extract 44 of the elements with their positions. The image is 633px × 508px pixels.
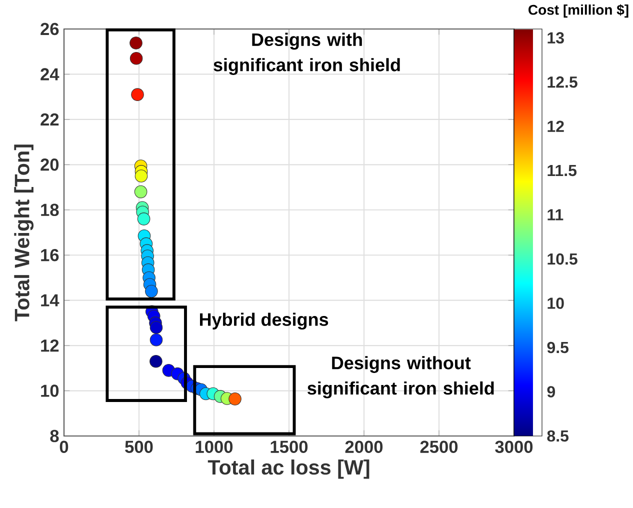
x-tick-label: 2000	[345, 440, 383, 453]
x-tick-label: 3000	[495, 440, 533, 453]
point	[131, 88, 144, 101]
y-tick-label: 26	[40, 22, 59, 36]
point	[134, 185, 148, 198]
color-bar-label: 12	[548, 120, 564, 132]
color-bar-label: 12.5	[548, 76, 578, 88]
color-bar-title: Cost [million $]	[528, 4, 628, 18]
y-axis-title: Total Weight [Ton]	[14, 144, 34, 322]
y-tick-label: 24	[40, 68, 60, 80]
y-tick-label: 10	[41, 384, 59, 397]
color-bar-label: 10.5	[548, 253, 578, 265]
point	[150, 321, 163, 334]
point	[228, 392, 242, 406]
point	[145, 284, 158, 298]
y-tick-label: 20	[40, 158, 59, 171]
y-tick-label: 12	[41, 340, 59, 352]
annotation: Hybrid designs	[200, 312, 328, 330]
x-tick-label: 1000	[196, 440, 233, 453]
color-bar-label: 10	[548, 298, 564, 309]
color-bar-label: 11	[548, 209, 564, 220]
x-tick-label: 2500	[420, 440, 458, 453]
point	[130, 52, 143, 65]
color-bar-label: 9.5	[547, 342, 569, 354]
point	[134, 170, 148, 182]
annotation: Designs with significant iron shield	[214, 32, 400, 75]
y-tick-label: 8	[50, 430, 59, 442]
point	[130, 36, 142, 50]
color-bar-label: 13	[548, 32, 564, 44]
x-tick-label: 1500	[270, 440, 308, 453]
y-tick-label: 22	[40, 113, 59, 126]
x-tick-label: 0	[60, 440, 68, 453]
point	[137, 212, 150, 226]
annotation: Designs without significant iron shield	[308, 356, 494, 398]
point	[150, 334, 163, 346]
color-bar-label: 8.5	[547, 430, 569, 442]
x-tick-label: 500	[125, 440, 153, 453]
y-tick-label: 16	[41, 248, 59, 262]
x-axis-title: Total ac loss [W]	[208, 460, 370, 479]
color-bar-label: 9	[547, 386, 556, 398]
point	[150, 354, 162, 368]
y-tick-label: 14	[41, 294, 60, 306]
y-tick-label: 18	[41, 204, 59, 216]
color-bar-label: 11.5	[548, 164, 577, 176]
